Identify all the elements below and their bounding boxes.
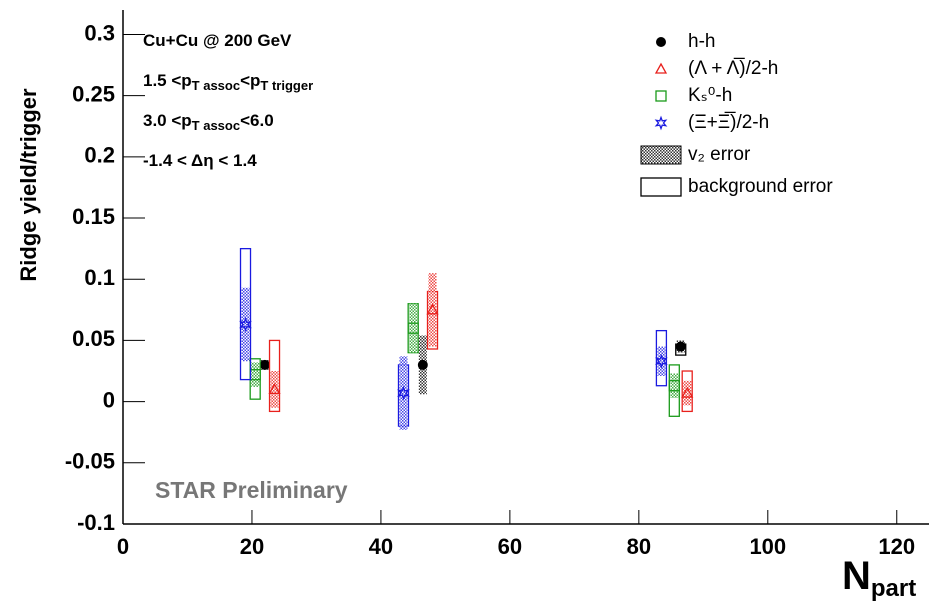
label-part: -1.4 < Δη < 1.4 xyxy=(143,151,257,170)
watermark: STAR Preliminary xyxy=(155,477,348,503)
point xyxy=(655,353,668,369)
legend-marker xyxy=(654,62,668,74)
label-part: T assoc xyxy=(192,119,240,134)
v2-error xyxy=(251,362,260,387)
label: Npart xyxy=(842,554,916,603)
x-tick-label: 80 xyxy=(627,534,651,559)
v2-error xyxy=(428,273,437,347)
background-error xyxy=(268,339,281,413)
y-tick-label: 0.2 xyxy=(84,143,115,168)
v2-error xyxy=(270,371,279,408)
y-tick-label: 0 xyxy=(103,387,115,412)
y-axis-title: Ridge yield/trigger xyxy=(16,88,41,282)
v2-error xyxy=(241,287,250,362)
label-part: <p xyxy=(240,71,260,90)
x-tick-label: 20 xyxy=(240,534,264,559)
x-tick-label: 0 xyxy=(117,534,129,559)
point xyxy=(407,322,419,334)
point xyxy=(259,359,270,370)
label-part: 1.5 <p xyxy=(143,71,192,90)
y-tick-label: 0.1 xyxy=(84,265,115,290)
v2-error xyxy=(670,373,679,398)
y-tick-label: 0.15 xyxy=(72,204,115,229)
label: Cu+Cu @ 200 GeV xyxy=(143,31,292,50)
x-tick-label: 100 xyxy=(749,534,786,559)
label: -1.4 < Δη < 1.4 xyxy=(143,151,257,170)
label: 1.5 <pT assoc<pT trigger xyxy=(143,71,313,93)
y-tick-label: 0.3 xyxy=(84,20,115,45)
y-tick-label: -0.05 xyxy=(65,449,115,474)
legend-label: (Ξ+Ξ̅)/2-h xyxy=(688,112,769,133)
x-tick-label: 40 xyxy=(369,534,393,559)
label-part: T trigger xyxy=(260,79,313,94)
v2-error xyxy=(683,380,692,406)
v2-error xyxy=(399,356,408,430)
y-tick-label: -0.1 xyxy=(77,510,115,535)
label-part: <6.0 xyxy=(240,111,274,130)
point xyxy=(239,317,252,332)
x-tick-label: 60 xyxy=(498,534,522,559)
label-part: part xyxy=(871,575,916,602)
background-error xyxy=(239,247,252,381)
legend-marker xyxy=(655,90,667,102)
legend-label: v₂ error xyxy=(688,144,751,165)
y-tick-label: 0.25 xyxy=(72,81,115,106)
legend-label: h-h xyxy=(688,31,715,52)
legend-swatch xyxy=(640,145,682,165)
background-error xyxy=(681,370,693,413)
point xyxy=(268,383,281,395)
v2-error xyxy=(409,303,418,353)
x-tick-label: 120 xyxy=(878,534,915,559)
label: 3.0 <pT assoc<6.0 xyxy=(143,111,274,133)
v2-error xyxy=(657,346,666,376)
label-part: T assoc xyxy=(192,79,240,94)
legend-label: background error xyxy=(688,176,833,197)
legend-label: (Λ + Λ̅)/2-h xyxy=(688,58,778,79)
point xyxy=(397,385,410,401)
legend-marker xyxy=(654,115,668,131)
point xyxy=(681,386,694,398)
legend-swatch xyxy=(640,177,682,197)
label-part: Cu+Cu @ 200 GeV xyxy=(143,31,292,50)
point xyxy=(675,341,686,352)
point xyxy=(417,359,428,370)
label-part: N xyxy=(842,554,871,598)
point xyxy=(668,380,680,392)
legend-marker xyxy=(656,37,666,47)
label-part: 3.0 <p xyxy=(143,111,192,130)
point xyxy=(426,303,439,315)
legend-label: Kₛ⁰-h xyxy=(688,85,732,106)
y-tick-label: 0.05 xyxy=(72,326,115,351)
